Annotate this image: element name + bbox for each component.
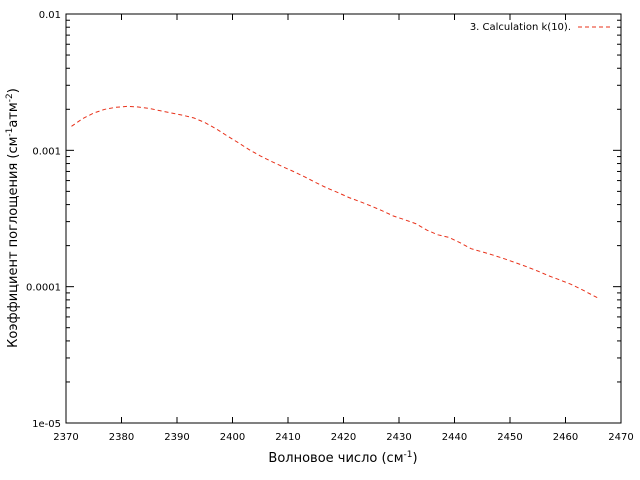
y-axis: 1e-05 0.0001 0.001 0.01 [26, 10, 621, 430]
x-tick-label: 2400 [220, 432, 245, 443]
x-tick-label: 2440 [442, 432, 467, 443]
x-tick-label: 2470 [608, 432, 633, 443]
y-tick-label: 0.001 [32, 146, 61, 157]
x-tick-label: 2430 [386, 432, 411, 443]
x-axis: 2370 2380 2390 2400 2410 2420 2430 2440 2450 2460… [53, 14, 634, 443]
y-tick-label: 0.0001 [26, 283, 61, 294]
x-tick-label: 2450 [497, 432, 522, 443]
x-tick-label: 2460 [553, 432, 578, 443]
legend-label: 3. Calculation k(10). [470, 22, 571, 33]
y-axis-title: Коэффициент поглощения (см-1атм-2) [5, 88, 21, 348]
x-tick-label: 2420 [331, 432, 356, 443]
series-layer [71, 105, 600, 299]
x-axis-title: Волновое число (см-1) [268, 450, 417, 466]
legend: 3. Calculation k(10). [470, 22, 611, 33]
x-tick-label: 2370 [53, 432, 78, 443]
x-tick-label: 2410 [275, 432, 300, 443]
plot-frame [65, 13, 622, 424]
series-line [71, 105, 600, 299]
y-tick-label: 1e-05 [32, 419, 61, 430]
y-tick-label: 0.01 [39, 10, 61, 21]
x-tick-label: 2380 [109, 432, 134, 443]
x-tick-label: 2390 [164, 432, 189, 443]
